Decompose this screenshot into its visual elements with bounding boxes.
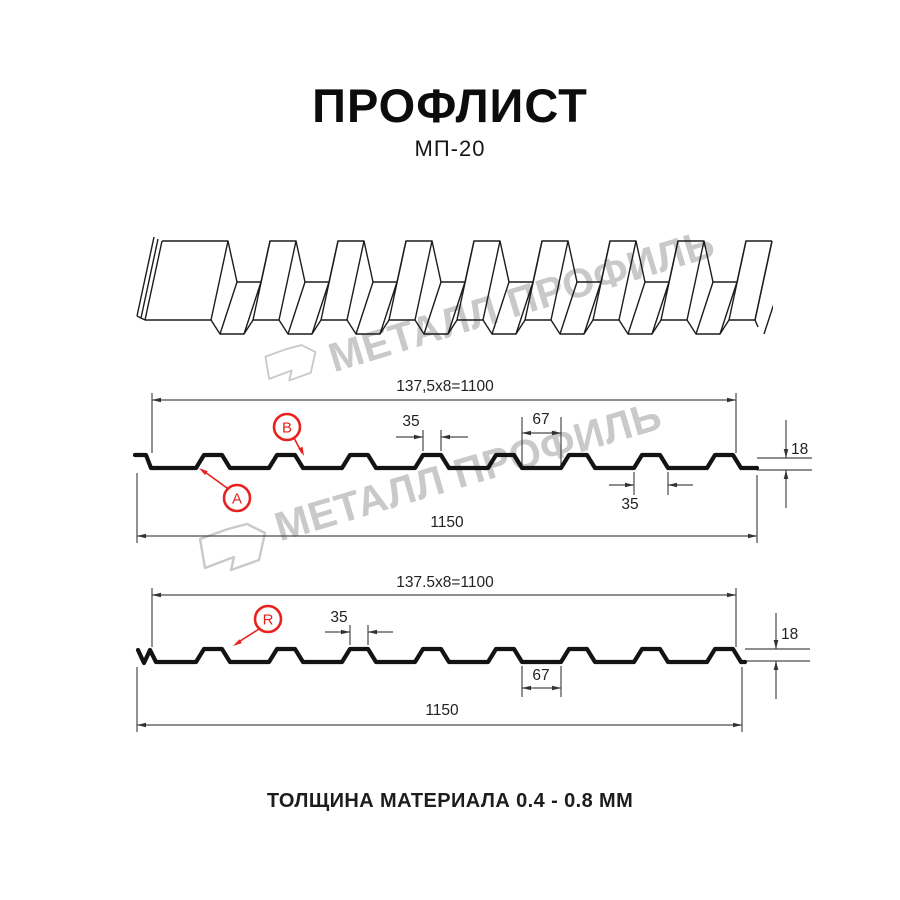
side-a-label: A bbox=[232, 491, 242, 508]
sheet-left-cut-edge bbox=[136, 236, 163, 321]
profile-outline bbox=[135, 646, 748, 666]
side-b-label: B bbox=[282, 420, 292, 437]
watermark-logo-icon bbox=[198, 522, 266, 572]
cross-section-a-b: 137,5x8=1100 35 67 18 35 1150 B bbox=[132, 378, 812, 543]
cross-section-r: 137.5x8=1100 35 67 18 1150 R bbox=[135, 575, 810, 732]
dim-crest-base: 35 bbox=[621, 496, 638, 513]
dim-working-width: 137,5x8=1100 bbox=[396, 378, 494, 395]
side-r-label: R bbox=[263, 612, 274, 629]
watermark-logo-icon bbox=[264, 344, 317, 382]
side-r-marker bbox=[253, 604, 283, 634]
dim-valley: 67 bbox=[532, 411, 549, 428]
dim-overall-width: 1150 bbox=[425, 702, 459, 719]
profile-outline bbox=[132, 452, 760, 471]
model-subtitle: МП-20 bbox=[414, 136, 486, 161]
dim-height: 18 bbox=[791, 441, 808, 458]
profile-3d-view bbox=[136, 236, 773, 335]
dim-crest-top: 35 bbox=[402, 413, 419, 430]
sheet-fold-lines bbox=[210, 240, 773, 335]
dim-crest-top: 35 bbox=[330, 609, 347, 626]
dim-height: 18 bbox=[781, 626, 798, 643]
dim-overall-width: 1150 bbox=[430, 514, 464, 531]
sheet-front-edge bbox=[145, 319, 755, 335]
dim-valley: 67 bbox=[532, 667, 549, 684]
material-thickness-note: ТОЛЩИНА МАТЕРИАЛА 0.4 - 0.8 ММ bbox=[266, 790, 634, 812]
side-a-marker bbox=[222, 483, 252, 513]
page-title: ПРОФЛИСТ bbox=[312, 79, 588, 132]
dim-working-width: 137.5x8=1100 bbox=[396, 575, 494, 591]
side-b-marker bbox=[272, 412, 302, 442]
